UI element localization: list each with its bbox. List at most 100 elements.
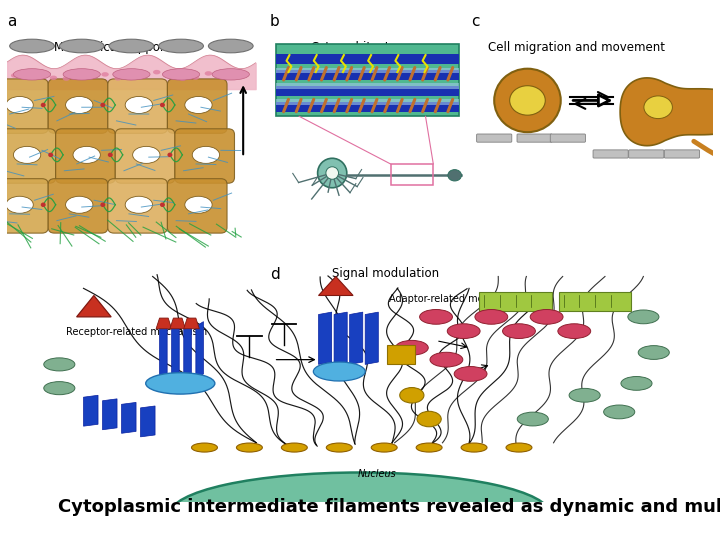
- Ellipse shape: [125, 97, 153, 113]
- Ellipse shape: [160, 103, 165, 107]
- FancyBboxPatch shape: [55, 129, 115, 183]
- Text: Receptor-related mechanism: Receptor-related mechanism: [66, 327, 207, 337]
- Ellipse shape: [417, 411, 441, 427]
- Polygon shape: [196, 322, 204, 379]
- Ellipse shape: [517, 412, 549, 426]
- Ellipse shape: [41, 202, 45, 207]
- Ellipse shape: [44, 358, 75, 371]
- FancyBboxPatch shape: [480, 292, 552, 311]
- Ellipse shape: [494, 69, 561, 132]
- Text: c: c: [472, 14, 480, 29]
- Ellipse shape: [14, 146, 41, 164]
- Text: Cytoplasmic intermediate filaments revealed as dynamic and multipurpose scaffold: Cytoplasmic intermediate filaments revea…: [58, 498, 720, 516]
- Ellipse shape: [132, 146, 160, 164]
- Ellipse shape: [59, 39, 104, 53]
- FancyBboxPatch shape: [0, 179, 48, 233]
- Ellipse shape: [179, 76, 186, 81]
- FancyBboxPatch shape: [517, 134, 552, 142]
- Ellipse shape: [503, 324, 536, 339]
- Ellipse shape: [644, 96, 672, 119]
- Polygon shape: [170, 318, 186, 329]
- Polygon shape: [84, 395, 98, 426]
- Polygon shape: [122, 402, 136, 433]
- Ellipse shape: [638, 346, 670, 360]
- Ellipse shape: [100, 202, 105, 207]
- FancyBboxPatch shape: [0, 129, 55, 183]
- Ellipse shape: [125, 196, 153, 213]
- Ellipse shape: [168, 153, 172, 157]
- Ellipse shape: [63, 76, 70, 81]
- Polygon shape: [620, 78, 720, 146]
- Ellipse shape: [145, 373, 215, 394]
- FancyBboxPatch shape: [108, 179, 168, 233]
- Polygon shape: [350, 312, 363, 365]
- FancyBboxPatch shape: [108, 79, 168, 133]
- Ellipse shape: [37, 71, 44, 76]
- Ellipse shape: [447, 324, 480, 339]
- Ellipse shape: [66, 196, 93, 213]
- Ellipse shape: [475, 309, 508, 324]
- Ellipse shape: [160, 202, 165, 207]
- Ellipse shape: [48, 153, 53, 157]
- Ellipse shape: [163, 69, 199, 80]
- Ellipse shape: [185, 97, 212, 113]
- Ellipse shape: [170, 472, 550, 540]
- Ellipse shape: [420, 309, 452, 324]
- FancyBboxPatch shape: [276, 70, 459, 80]
- Ellipse shape: [50, 76, 57, 80]
- FancyBboxPatch shape: [48, 179, 108, 233]
- Ellipse shape: [208, 39, 253, 53]
- Ellipse shape: [114, 76, 122, 80]
- Ellipse shape: [11, 73, 19, 78]
- Polygon shape: [184, 322, 192, 379]
- Ellipse shape: [153, 70, 161, 75]
- Ellipse shape: [372, 443, 397, 452]
- Polygon shape: [171, 322, 179, 379]
- Ellipse shape: [212, 69, 249, 80]
- Ellipse shape: [448, 170, 462, 181]
- Ellipse shape: [621, 376, 652, 390]
- Ellipse shape: [569, 388, 600, 402]
- FancyBboxPatch shape: [387, 345, 415, 364]
- Ellipse shape: [14, 69, 50, 80]
- FancyBboxPatch shape: [168, 79, 227, 133]
- Ellipse shape: [192, 146, 220, 164]
- Text: Cell migration and movement: Cell migration and movement: [487, 40, 665, 53]
- Ellipse shape: [89, 70, 96, 75]
- Ellipse shape: [109, 39, 154, 53]
- Text: Mechanical support: Mechanical support: [54, 40, 169, 53]
- Text: Signal modulation: Signal modulation: [332, 267, 438, 280]
- Text: Nucleus: Nucleus: [358, 469, 397, 478]
- Ellipse shape: [44, 382, 75, 395]
- Ellipse shape: [158, 39, 204, 53]
- FancyBboxPatch shape: [665, 150, 700, 158]
- FancyBboxPatch shape: [550, 134, 585, 142]
- Ellipse shape: [628, 310, 659, 324]
- Ellipse shape: [236, 443, 262, 452]
- Ellipse shape: [395, 340, 428, 355]
- Ellipse shape: [66, 97, 93, 113]
- Ellipse shape: [9, 39, 55, 53]
- Ellipse shape: [166, 73, 174, 77]
- FancyBboxPatch shape: [276, 86, 459, 96]
- Text: a: a: [7, 14, 17, 29]
- FancyBboxPatch shape: [477, 134, 512, 142]
- Text: Cytoarchitecture: Cytoarchitecture: [310, 40, 410, 53]
- Ellipse shape: [140, 72, 148, 76]
- FancyBboxPatch shape: [276, 68, 459, 73]
- Ellipse shape: [430, 352, 463, 367]
- Ellipse shape: [558, 324, 590, 339]
- Polygon shape: [102, 399, 117, 430]
- Ellipse shape: [400, 388, 424, 403]
- Ellipse shape: [530, 309, 563, 324]
- Ellipse shape: [41, 103, 45, 107]
- Polygon shape: [318, 276, 353, 295]
- FancyBboxPatch shape: [593, 150, 629, 158]
- Ellipse shape: [102, 72, 109, 77]
- Ellipse shape: [73, 146, 100, 164]
- Text: Adaptor-related mechanism: Adaptor-related mechanism: [390, 294, 525, 305]
- FancyBboxPatch shape: [276, 99, 459, 105]
- FancyBboxPatch shape: [559, 292, 631, 311]
- Ellipse shape: [461, 443, 487, 452]
- Ellipse shape: [506, 443, 532, 452]
